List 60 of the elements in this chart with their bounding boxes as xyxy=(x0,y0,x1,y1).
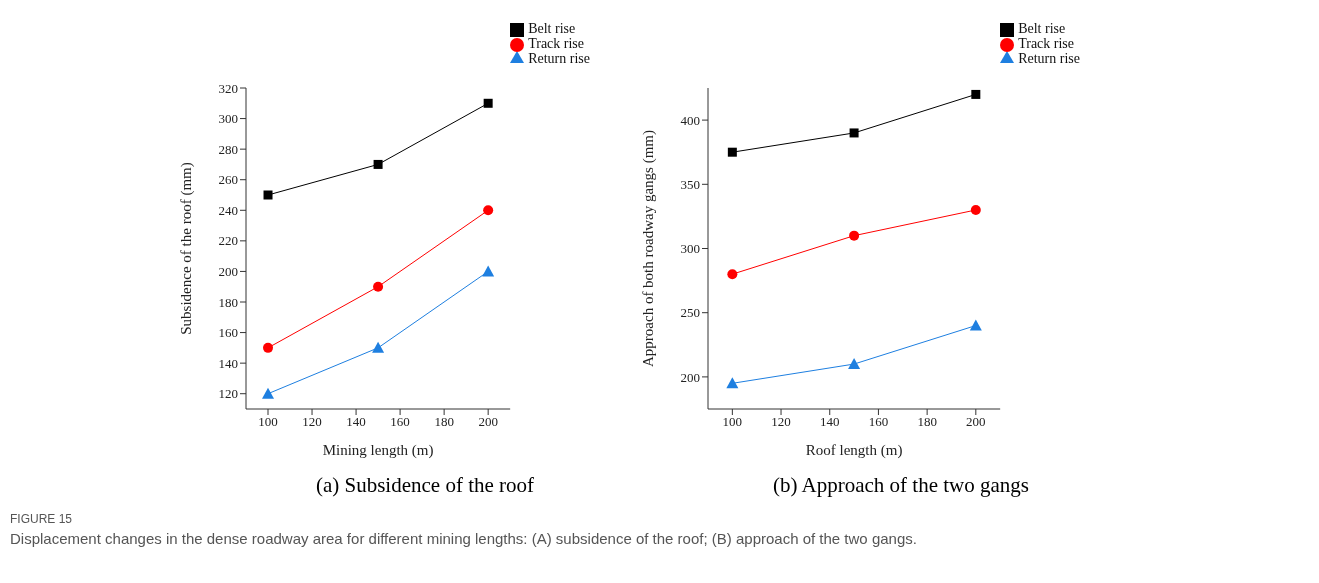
legend-label: Return rise xyxy=(1018,50,1080,66)
x-axis-title: Roof length (m) xyxy=(805,442,903,459)
point xyxy=(372,341,385,353)
point xyxy=(727,269,738,280)
point xyxy=(373,159,383,169)
y-tick-label: 300 xyxy=(680,241,700,257)
point xyxy=(970,204,981,215)
x-tick-label: 200 xyxy=(478,414,498,430)
point xyxy=(483,98,493,108)
x-tick-label: 100 xyxy=(722,414,743,430)
legend-label: Return rise xyxy=(528,50,590,66)
x-tick-label: 180 xyxy=(917,414,937,430)
y-tick-label: 240 xyxy=(218,202,238,218)
y-tick-label: 260 xyxy=(218,172,238,188)
y-tick-label: 320 xyxy=(218,80,238,96)
point xyxy=(483,205,494,216)
point xyxy=(263,342,274,353)
x-tick-label: 160 xyxy=(868,414,889,430)
x-tick-label: 140 xyxy=(346,414,366,430)
point xyxy=(848,358,861,370)
y-tick-label: 120 xyxy=(218,386,238,402)
y-tick-label: 300 xyxy=(218,111,238,127)
point xyxy=(849,128,859,138)
point xyxy=(849,230,860,241)
x-tick-label: 120 xyxy=(302,414,322,430)
y-tick-label: 200 xyxy=(680,369,700,385)
y-tick-label: 180 xyxy=(218,294,238,310)
y-tick-label: 350 xyxy=(680,176,700,192)
legend-label: Belt rise xyxy=(1018,21,1066,36)
x-tick-label: 120 xyxy=(771,414,791,430)
x-axis-title: Mining length (m) xyxy=(322,442,434,459)
y-tick-label: 220 xyxy=(218,233,238,249)
legend-label: Belt rise xyxy=(528,21,576,36)
point xyxy=(373,281,384,292)
y-axis-title: Subsidence of the roof (mm) xyxy=(178,162,196,335)
x-tick-label: 140 xyxy=(819,414,840,430)
point xyxy=(726,377,739,389)
x-tick-label: 100 xyxy=(258,414,278,430)
y-tick-label: 140 xyxy=(218,355,238,371)
point xyxy=(262,387,275,399)
x-tick-label: 180 xyxy=(434,414,454,430)
text: (b) Approach of the two gangs xyxy=(772,473,1030,498)
x-tick-label: 200 xyxy=(966,414,986,430)
y-tick-label: 200 xyxy=(218,264,238,280)
point xyxy=(971,89,981,99)
point xyxy=(482,265,495,277)
x-tick-label: 160 xyxy=(390,414,410,430)
caption: FIGURE 15 xyxy=(10,512,73,526)
y-tick-label: 280 xyxy=(218,141,238,157)
y-tick-label: 160 xyxy=(218,325,238,341)
text: Displacement changes in the dense roadway area for different mining lengths: (A) subsidence of the roof; (B) approach of the two gangs. xyxy=(10,530,918,547)
point xyxy=(969,319,982,331)
text: (a) Subsidence of the roof xyxy=(314,473,536,498)
y-tick-label: 250 xyxy=(680,305,700,321)
legend-label: Track rise xyxy=(528,35,585,51)
y-tick-label: 400 xyxy=(680,112,700,128)
point xyxy=(727,147,737,157)
y-axis-title: Approach of both roadway gangs (mm) xyxy=(640,129,658,368)
legend-label: Track rise xyxy=(1018,35,1075,51)
point xyxy=(263,190,273,200)
